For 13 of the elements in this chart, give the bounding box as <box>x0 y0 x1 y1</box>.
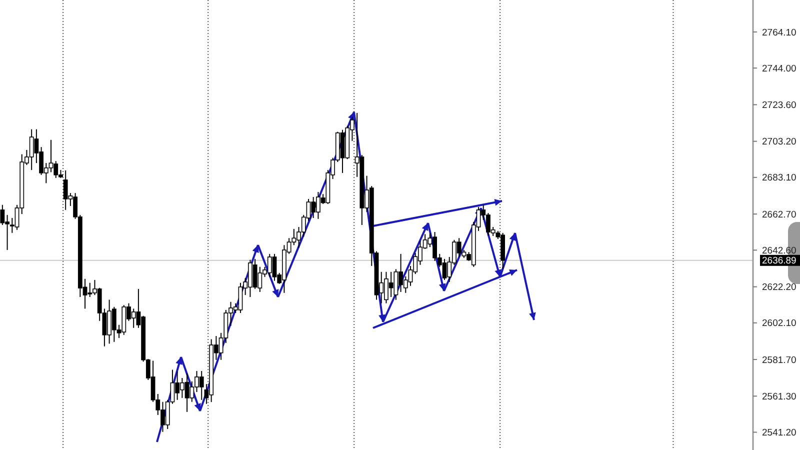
y-tick-label: 2723.60 <box>762 100 796 112</box>
y-tick-label: 2622.20 <box>762 282 796 294</box>
y-tick-label: 2602.10 <box>762 318 796 330</box>
y-tick-label: 2541.20 <box>762 428 796 439</box>
y-tick-label: 2683.10 <box>762 172 796 184</box>
y-tick-label: 2581.70 <box>762 354 796 366</box>
ref-line-label: 2636.89 <box>762 256 796 267</box>
y-tick-label: 2764.10 <box>762 27 796 38</box>
y-tick-label: 2662.70 <box>762 209 796 220</box>
y-tick-label: 2561.30 <box>762 391 796 402</box>
y-tick-label: 2703.20 <box>762 136 796 148</box>
y-tick-label: 2642.60 <box>762 245 796 256</box>
y-tick-label: 2744.00 <box>762 63 796 74</box>
